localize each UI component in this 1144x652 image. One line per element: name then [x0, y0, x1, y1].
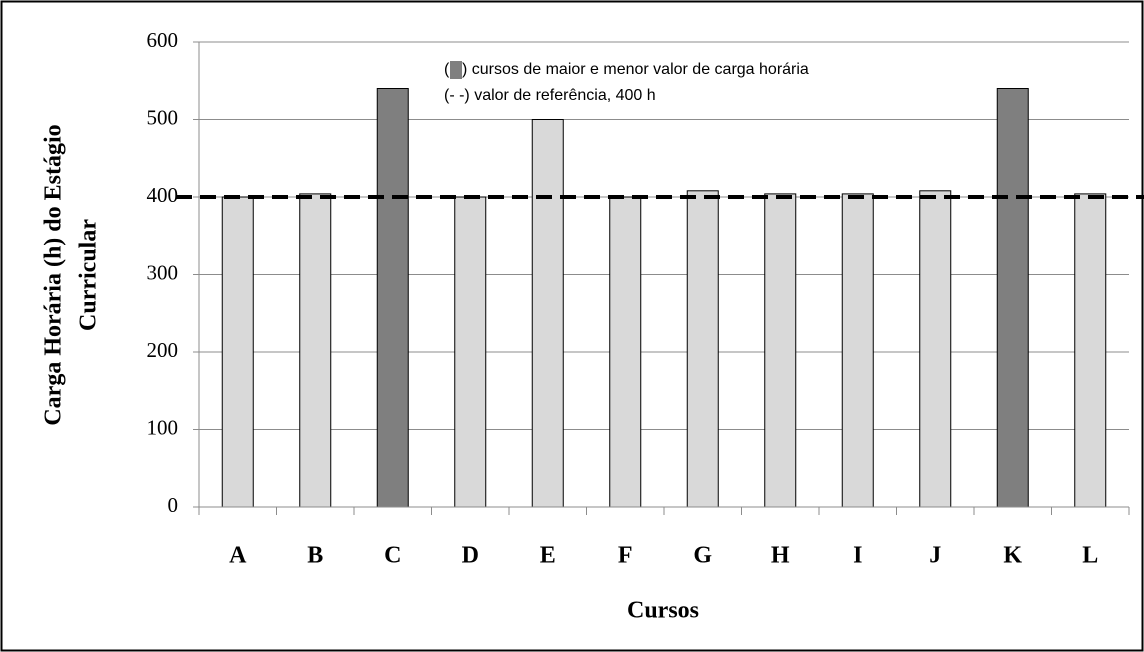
y-axis-title-line: Carga Horária (h) do Estágio — [41, 124, 67, 425]
x-tick-label: B — [307, 543, 323, 569]
y-tick-label: 300 — [147, 260, 179, 284]
x-tick-label: A — [229, 543, 247, 569]
x-tick-label: C — [384, 543, 401, 569]
x-tick-label: D — [462, 543, 479, 569]
bar — [609, 196, 642, 508]
y-axis-title-line: Curricular — [76, 219, 102, 331]
bar — [996, 88, 1029, 508]
annotation: ) cursos de maior e menor valor de carga… — [462, 61, 809, 78]
y-tick-label: 200 — [147, 338, 179, 362]
y-tick-label: 400 — [147, 183, 179, 207]
x-tick-label: J — [929, 543, 941, 569]
x-axis-title: Cursos — [627, 598, 699, 624]
bar — [686, 190, 719, 508]
annotation: ( — [444, 61, 450, 78]
x-tick-label: I — [853, 543, 862, 569]
bar — [841, 193, 874, 508]
annotation: (- -) valor de referência, 400 h — [444, 87, 656, 104]
x-tick-label: F — [618, 543, 633, 569]
y-tick-label: 500 — [147, 105, 179, 129]
bar — [1074, 193, 1107, 508]
y-axis-title: Carga Horária (h) do Estágio Curricular — [41, 124, 102, 425]
y-tick-label: 600 — [147, 28, 179, 52]
x-tick-label: K — [1003, 543, 1022, 569]
bar — [454, 196, 487, 508]
bar — [764, 193, 797, 508]
bar — [299, 193, 332, 508]
bar — [221, 196, 254, 508]
y-tick-label: 100 — [147, 415, 179, 439]
x-tick-label: G — [693, 543, 712, 569]
legend-swatch — [450, 61, 462, 79]
x-tick-label: E — [540, 543, 556, 569]
x-tick-label: L — [1082, 543, 1098, 569]
bar — [531, 119, 564, 508]
bar — [919, 190, 952, 508]
y-tick-label: 0 — [168, 493, 179, 517]
bar — [376, 88, 409, 508]
x-tick-label: H — [771, 543, 790, 569]
